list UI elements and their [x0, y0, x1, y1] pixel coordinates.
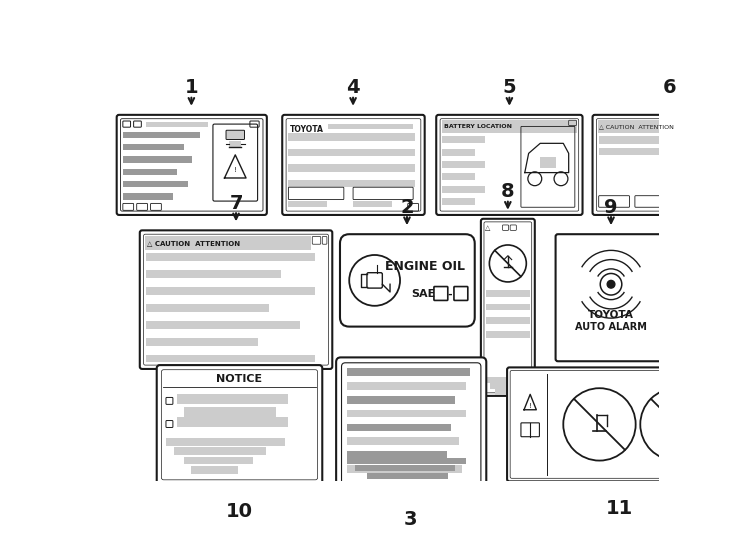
- FancyBboxPatch shape: [507, 367, 733, 481]
- Text: TOYOTA: TOYOTA: [290, 125, 324, 134]
- Bar: [347, 437, 459, 445]
- Text: 3: 3: [404, 510, 418, 529]
- Bar: [598, 120, 726, 132]
- Bar: [123, 168, 177, 175]
- Bar: [599, 148, 672, 155]
- Bar: [229, 141, 241, 147]
- Bar: [485, 289, 530, 296]
- FancyBboxPatch shape: [436, 115, 583, 215]
- Text: BATTERY LOCATION: BATTERY LOCATION: [444, 124, 512, 129]
- Text: 2: 2: [400, 198, 414, 217]
- Text: △ CAUTION  ATTENTION: △ CAUTION ATTENTION: [600, 124, 675, 129]
- Bar: [443, 173, 475, 180]
- Bar: [599, 137, 691, 144]
- Bar: [288, 179, 415, 187]
- Bar: [123, 157, 192, 163]
- Bar: [355, 465, 456, 471]
- Bar: [146, 271, 280, 278]
- Text: 5: 5: [503, 78, 516, 97]
- Text: 4: 4: [346, 78, 360, 97]
- FancyBboxPatch shape: [283, 115, 425, 215]
- Bar: [485, 303, 530, 310]
- Bar: [177, 417, 288, 427]
- Bar: [443, 198, 475, 205]
- Bar: [347, 368, 470, 376]
- FancyBboxPatch shape: [556, 234, 667, 361]
- Text: 11: 11: [606, 499, 633, 518]
- Bar: [347, 396, 455, 403]
- Text: 9: 9: [604, 198, 618, 217]
- Text: AUTO ALARM: AUTO ALARM: [575, 322, 647, 332]
- FancyBboxPatch shape: [117, 115, 267, 215]
- Bar: [288, 164, 415, 172]
- Bar: [382, 481, 440, 487]
- Bar: [123, 132, 200, 138]
- Bar: [177, 394, 288, 403]
- Bar: [146, 253, 316, 261]
- Bar: [226, 130, 244, 139]
- Text: ENGINE OIL: ENGINE OIL: [385, 260, 465, 273]
- Text: 10: 10: [225, 502, 252, 521]
- Bar: [123, 181, 189, 187]
- Bar: [146, 338, 258, 346]
- Text: TOYOTA: TOYOTA: [588, 310, 634, 320]
- FancyBboxPatch shape: [481, 219, 535, 396]
- Bar: [347, 423, 451, 431]
- Bar: [490, 383, 526, 389]
- Bar: [288, 133, 415, 141]
- Bar: [192, 466, 238, 474]
- Bar: [123, 193, 173, 200]
- Bar: [328, 124, 413, 130]
- Bar: [442, 120, 577, 132]
- Bar: [353, 201, 391, 207]
- Bar: [347, 451, 447, 459]
- Text: 1: 1: [184, 78, 198, 97]
- Bar: [184, 408, 276, 417]
- Circle shape: [607, 280, 615, 288]
- Bar: [174, 448, 266, 455]
- Bar: [347, 410, 466, 417]
- Bar: [485, 318, 530, 325]
- Text: !: !: [528, 403, 531, 409]
- Bar: [146, 321, 300, 329]
- Text: 6: 6: [663, 78, 676, 97]
- Text: 8: 8: [501, 183, 515, 201]
- Text: △: △: [484, 225, 490, 231]
- Text: 7: 7: [229, 194, 243, 213]
- Bar: [146, 355, 316, 362]
- Text: -: -: [448, 289, 452, 299]
- Bar: [123, 144, 184, 150]
- Bar: [485, 331, 530, 338]
- Text: NOTICE: NOTICE: [216, 374, 262, 384]
- Bar: [443, 137, 484, 143]
- Bar: [495, 389, 521, 395]
- Bar: [347, 465, 462, 473]
- Bar: [485, 377, 530, 383]
- Text: △ CAUTION  ATTENTION: △ CAUTION ATTENTION: [147, 240, 240, 246]
- FancyBboxPatch shape: [592, 115, 734, 215]
- Bar: [347, 382, 466, 390]
- Bar: [443, 161, 484, 168]
- Bar: [145, 236, 311, 249]
- Bar: [540, 157, 556, 168]
- Bar: [146, 304, 269, 312]
- Bar: [146, 122, 208, 127]
- Text: SAE: SAE: [411, 289, 435, 299]
- Bar: [184, 457, 253, 464]
- Bar: [146, 287, 316, 295]
- Bar: [288, 201, 327, 207]
- Bar: [367, 473, 448, 479]
- Text: !: !: [234, 167, 236, 173]
- Bar: [166, 438, 286, 446]
- Bar: [443, 148, 475, 156]
- FancyBboxPatch shape: [340, 234, 475, 327]
- Bar: [288, 148, 415, 157]
- FancyBboxPatch shape: [139, 231, 333, 369]
- Bar: [443, 186, 484, 193]
- Bar: [347, 457, 466, 464]
- FancyBboxPatch shape: [157, 365, 322, 484]
- FancyBboxPatch shape: [336, 357, 487, 492]
